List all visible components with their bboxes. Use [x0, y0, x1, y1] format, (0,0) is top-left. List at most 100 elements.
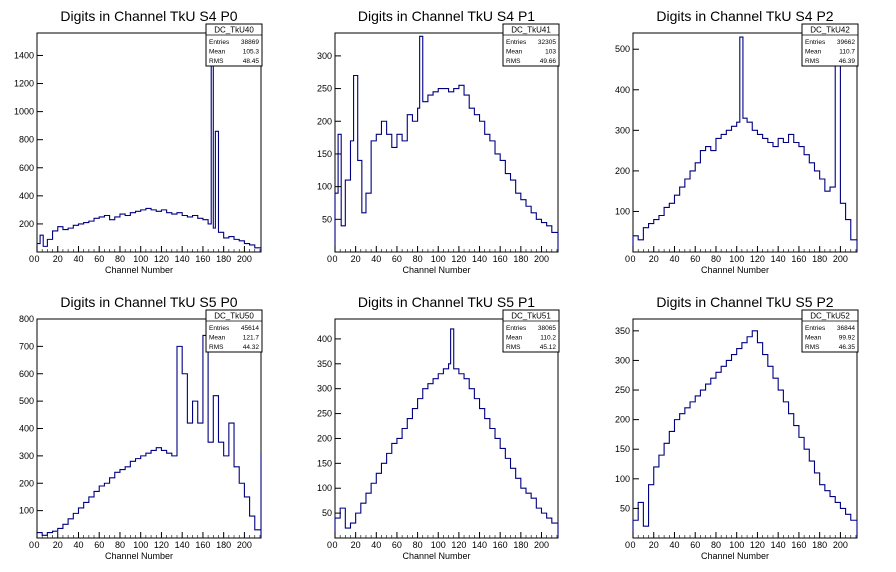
x-tick-label: 180 [513, 540, 528, 550]
chart-title: Digits in Channel TkU S4 P2 [656, 8, 833, 24]
x-tick-label: 0 [630, 254, 635, 264]
x-tick-label: 20 [649, 540, 659, 550]
origin-label: 0 [625, 254, 630, 264]
y-tick-label: 150 [615, 444, 630, 454]
stats-key: Mean [209, 49, 226, 56]
stats-box: DC_TkU42 Entries 39662 Mean 110.7 RMS 46.39 [801, 23, 859, 67]
origin-label: 0 [327, 540, 332, 550]
x-tick-label: 60 [690, 540, 700, 550]
x-tick-label: 160 [195, 540, 210, 550]
y-tick-label: 400 [317, 334, 332, 344]
x-tick-label: 60 [94, 254, 104, 264]
y-tick-label: 600 [19, 369, 34, 379]
x-tick-label: 80 [711, 254, 721, 264]
x-tick-label: 120 [154, 254, 169, 264]
stats-key: Entries [209, 39, 230, 46]
stats-value: 39662 [837, 39, 855, 46]
stats-value: 121.7 [243, 335, 260, 342]
stats-value: 32305 [538, 39, 556, 46]
stats-key: Entries [805, 39, 826, 46]
x-tick-label: 40 [371, 540, 381, 550]
y-tick-label: 350 [615, 326, 630, 336]
y-tick-label: 200 [317, 116, 332, 126]
x-tick-label: 200 [534, 254, 549, 264]
x-tick-label: 0 [332, 254, 337, 264]
y-tick-label: 300 [19, 451, 34, 461]
stats-value: 105.3 [243, 49, 260, 56]
x-tick-label: 100 [431, 540, 446, 550]
x-tick-label: 20 [649, 254, 659, 264]
x-tick-label: 180 [216, 540, 231, 550]
x-tick-label: 20 [351, 540, 361, 550]
x-axis-label: Channel Number [105, 551, 173, 561]
x-tick-label: 60 [94, 540, 104, 550]
x-tick-label: 120 [451, 540, 466, 550]
x-tick-label: 40 [73, 540, 83, 550]
y-tick-label: 200 [317, 433, 332, 443]
chart-title: Digits in Channel TkU S5 P0 [60, 294, 237, 310]
stats-value: 36844 [837, 325, 855, 332]
stats-title: DC_TkU50 [214, 312, 254, 321]
origin-label: 0 [29, 540, 34, 550]
histogram-series [632, 330, 858, 538]
x-tick-label: 140 [771, 254, 786, 264]
y-tick-label: 400 [19, 424, 34, 434]
y-tick-label: 200 [615, 166, 630, 176]
x-tick-label: 100 [729, 254, 744, 264]
chart-title: Digits in Channel TkU S5 P2 [656, 294, 833, 310]
stats-value: 38065 [538, 325, 556, 332]
histogram-panel-4: Digits in Channel TkU S5 P0 0 20 40 60 80 100 1… [19, 294, 263, 561]
x-tick-label: 100 [729, 540, 744, 550]
stats-title: DC_TkU42 [810, 26, 850, 35]
stats-value: 110.7 [839, 49, 855, 56]
x-axis-label: Channel Number [701, 265, 769, 275]
x-tick-label: 100 [431, 254, 446, 264]
histogram-series [36, 334, 262, 538]
x-tick-label: 160 [791, 540, 806, 550]
stats-value: 45.12 [540, 344, 557, 351]
x-tick-label: 40 [73, 254, 83, 264]
y-tick-label: 350 [317, 359, 332, 369]
y-tick-label: 50 [322, 214, 332, 224]
plot-frame [36, 318, 262, 539]
y-tick-label: 50 [620, 503, 630, 513]
plot-frame [632, 318, 858, 539]
x-tick-label: 0 [34, 540, 39, 550]
stats-key: RMS [805, 344, 820, 351]
x-tick-label: 200 [237, 254, 252, 264]
plot-frame [334, 318, 559, 539]
stats-value: 46.39 [839, 58, 856, 65]
y-tick-label: 1000 [14, 107, 34, 117]
y-tick-label: 200 [19, 219, 34, 229]
stats-key: Entries [506, 325, 527, 332]
stats-value: 49.66 [540, 58, 557, 65]
y-tick-label: 300 [615, 355, 630, 365]
stats-box: DC_TkU52 Entries 36844 Mean 99.92 RMS 46.35 [801, 309, 859, 353]
y-tick-label: 300 [317, 384, 332, 394]
x-tick-label: 80 [115, 254, 125, 264]
y-tick-label: 1400 [14, 50, 34, 60]
stats-value: 44.32 [243, 344, 260, 351]
x-tick-label: 160 [791, 254, 806, 264]
y-tick-label: 50 [322, 508, 332, 518]
stats-key: RMS [805, 58, 820, 65]
y-tick-label: 100 [615, 474, 630, 484]
y-tick-label: 400 [615, 85, 630, 95]
x-tick-label: 120 [154, 540, 169, 550]
y-tick-label: 200 [19, 478, 34, 488]
x-tick-label: 40 [669, 254, 679, 264]
x-tick-label: 0 [332, 540, 337, 550]
x-tick-label: 200 [237, 540, 252, 550]
chart-title: Digits in Channel TkU S4 P0 [60, 8, 237, 24]
x-tick-label: 0 [630, 540, 635, 550]
chart-title: Digits in Channel TkU S5 P1 [358, 294, 535, 310]
x-tick-label: 200 [534, 540, 549, 550]
x-tick-label: 120 [451, 254, 466, 264]
histogram-series [632, 36, 858, 252]
stats-key: RMS [506, 344, 521, 351]
histogram-panel-2: Digits in Channel TkU S4 P1 0 20 40 60 80 100 1… [317, 8, 560, 275]
stats-key: Entries [805, 325, 826, 332]
x-axis-label: Channel Number [402, 265, 470, 275]
x-tick-label: 80 [115, 540, 125, 550]
